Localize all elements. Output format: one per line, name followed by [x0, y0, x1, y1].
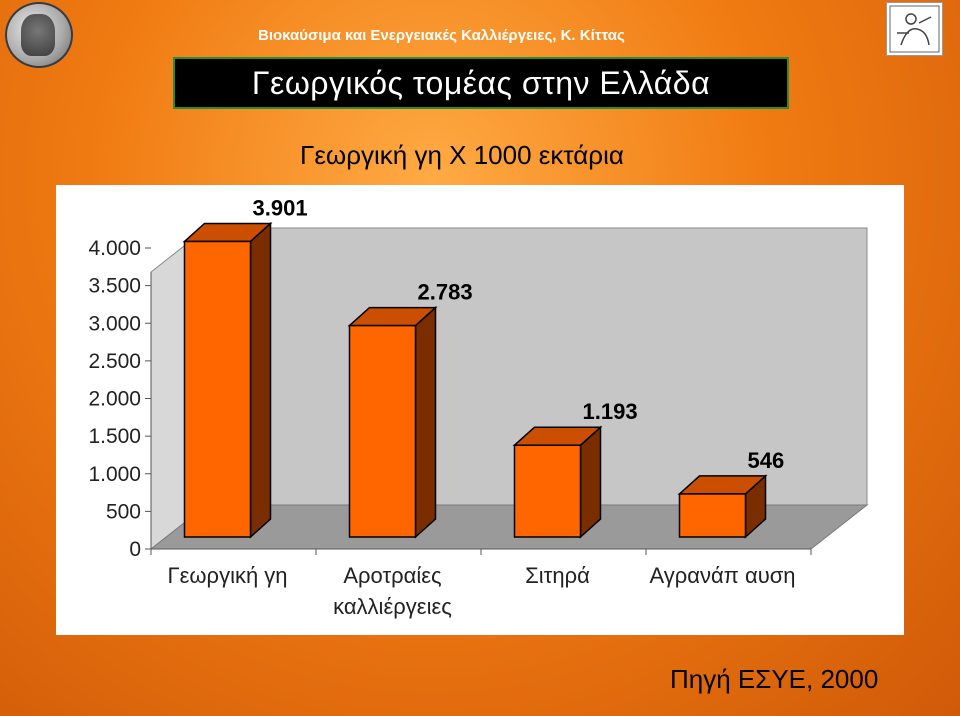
bar: [348, 324, 417, 538]
y-tick-label: 1.000: [88, 463, 141, 486]
coin-logo: [5, 2, 73, 68]
chart-title: Γεωργική γη Χ 1000 εκτάρια: [300, 140, 624, 170]
y-tick-label: 2.500: [88, 350, 141, 373]
x-tick-label: Σιτηρά: [525, 563, 590, 588]
source-note: Πηγή ΕΣΥΕ, 2000: [670, 664, 879, 694]
data-label: 546: [748, 448, 785, 473]
x-tick-label: Αροτραίες: [343, 563, 441, 588]
coin-figure: [21, 14, 55, 56]
chart-panel: 0 500 1.000 1.500 2.000 2.500 3.000 3.500 4.000 3…: [56, 185, 904, 635]
y-tick-label: 2.000: [88, 388, 141, 411]
bar: [513, 444, 582, 538]
bar-side: [249, 221, 272, 539]
x-tick-label: Γεωργική γη: [167, 563, 287, 588]
data-label: 2.783: [418, 280, 473, 305]
y-tick-label: 3.000: [88, 312, 141, 335]
y-tick-label: 1.500: [88, 425, 141, 448]
bar-side: [579, 425, 602, 539]
y-tick-label: 500: [106, 500, 141, 523]
bar-chart: 0 500 1.000 1.500 2.000 2.500 3.000 3.500 4.000 3…: [88, 195, 869, 619]
university-emblem: [886, 2, 943, 56]
bar-side: [414, 305, 437, 539]
data-label: 1.193: [583, 399, 638, 424]
bar: [678, 493, 747, 538]
data-label: 3.901: [253, 195, 308, 220]
x-tick-label: καλλιέργειες: [333, 594, 452, 619]
slide-title: Γεωργικός τομέας στην Ελλάδα: [173, 57, 789, 109]
y-tick-label: 0: [129, 538, 141, 561]
y-tick-label: 3.500: [88, 275, 141, 298]
y-tick-label: 4.000: [88, 237, 141, 260]
course-line: Βιοκαύσιμα και Ενεργειακές Καλλιέργειες,…: [258, 27, 625, 44]
x-tick-label: Αγρανάπ αυση: [649, 563, 795, 588]
bar: [183, 240, 252, 538]
